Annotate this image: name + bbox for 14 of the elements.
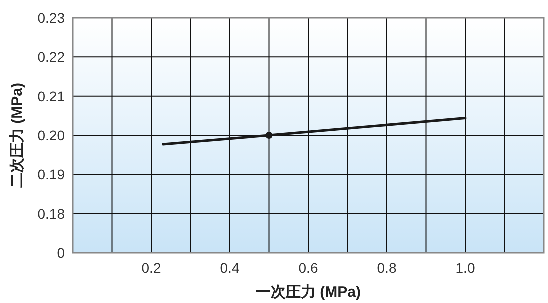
y-tick-label: 0.21 [38, 88, 66, 104]
x-tick-label: 0.8 [377, 260, 397, 276]
x-tick-label: 0.6 [298, 260, 318, 276]
x-axis-title: 一次圧力 (MPa) [256, 284, 362, 301]
y-tick-label: 0.18 [38, 206, 66, 222]
x-tick-label: 0.4 [220, 260, 240, 276]
y-tick-label: 0.19 [38, 166, 66, 183]
y-tick-label: 0.22 [38, 49, 66, 66]
y-axis-title: 二次圧力 (MPa) [9, 82, 26, 188]
y-tick-label: 0.23 [38, 10, 66, 26]
x-tick-label: 0.2 [142, 260, 162, 276]
y-tick-label: 0 [57, 245, 66, 261]
x-tick-label: 1.0 [456, 260, 476, 276]
y-tick-label: 0.20 [38, 128, 66, 144]
